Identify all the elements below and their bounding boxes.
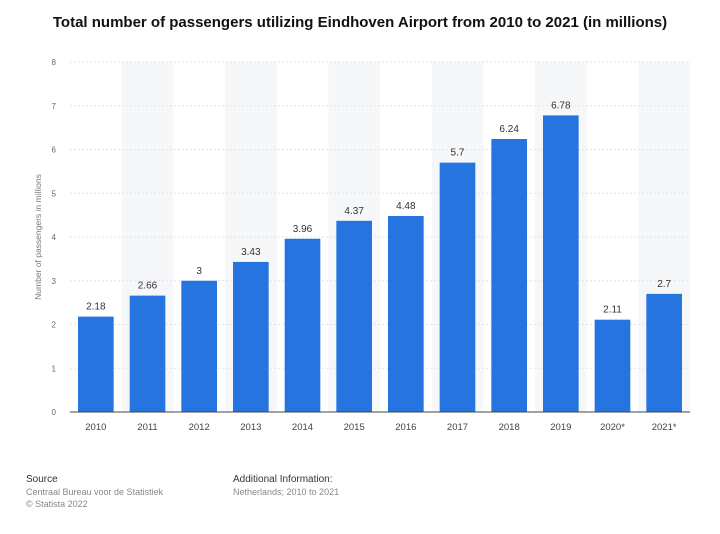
- x-tick-label: 2012: [189, 422, 210, 433]
- x-tick-label: 2018: [499, 422, 520, 433]
- copyright-line: © Statista 2022: [26, 499, 88, 509]
- x-tick-label: 2019: [550, 422, 571, 433]
- x-tick-label: 2021*: [652, 422, 677, 433]
- gridlines: [70, 61, 690, 369]
- value-label: 2.11: [603, 305, 622, 316]
- source-heading: Source: [26, 474, 58, 485]
- y-tick-label: 4: [52, 233, 57, 242]
- y-tick-label: 1: [52, 364, 57, 373]
- value-label: 3.43: [241, 247, 261, 258]
- value-label: 5.7: [451, 148, 465, 159]
- y-axis-ticks: 0 1 2 3 4 5 6 7 8: [52, 58, 57, 417]
- bar-2015[interactable]: [336, 220, 372, 412]
- x-tick-label: 2010: [85, 422, 106, 433]
- y-tick-label: 2: [52, 321, 57, 330]
- value-label: 2.7: [657, 279, 671, 290]
- x-tick-label: 2017: [447, 422, 468, 433]
- additional-info-line: Netherlands; 2010 to 2021: [233, 487, 340, 497]
- y-axis-label: Number of passengers in millions: [33, 174, 43, 300]
- value-label: 2.66: [138, 281, 158, 292]
- source-block: Source Centraal Bureau voor de Statistie…: [26, 474, 163, 510]
- value-label: 4.37: [344, 206, 364, 217]
- x-axis-ticks: 2010 2011 2012 2013 2014 2015 2016 2017 2018 2019…: [85, 422, 677, 433]
- value-label: 6.78: [551, 100, 571, 111]
- x-tick-label: 2014: [292, 422, 313, 433]
- value-label: 4.48: [396, 201, 416, 212]
- bar-2011[interactable]: [129, 295, 166, 412]
- source-line[interactable]: Centraal Bureau voor de Statistiek: [26, 487, 164, 497]
- bar-2013[interactable]: [233, 261, 269, 412]
- y-tick-label: 6: [52, 146, 57, 155]
- value-label: 3.96: [293, 224, 313, 235]
- additional-info-block: Additional Information: Netherlands; 201…: [233, 474, 339, 498]
- y-tick-label: 0: [52, 408, 57, 417]
- x-tick-label: 2013: [240, 422, 261, 433]
- x-tick-label: 2020*: [600, 422, 625, 433]
- value-label: 6.24: [499, 124, 519, 135]
- value-label: 2.18: [86, 302, 106, 313]
- x-tick-label: 2015: [344, 422, 365, 433]
- bar-2014[interactable]: [284, 238, 321, 412]
- bar-2016[interactable]: [388, 216, 424, 412]
- x-tick-label: 2011: [137, 422, 157, 433]
- y-tick-label: 7: [52, 102, 57, 111]
- bar-2019[interactable]: [543, 115, 579, 412]
- y-tick-label: 3: [52, 277, 57, 286]
- bar-2018[interactable]: [491, 139, 527, 412]
- value-labels: 2.18 2.66 3 3.43 3.96 4.37 4.48 5.7 6.24 6.78 2.11…: [86, 100, 671, 315]
- y-tick-label: 5: [52, 189, 57, 198]
- bar-2017[interactable]: [439, 162, 476, 412]
- bar-2021[interactable]: [646, 293, 682, 412]
- y-tick-label: 8: [52, 58, 57, 67]
- x-tick-label: 2016: [395, 422, 416, 433]
- additional-info-heading: Additional Information:: [233, 474, 333, 485]
- chart-title: Total number of passengers utilizing Ein…: [52, 14, 668, 31]
- bar-2020[interactable]: [594, 319, 631, 412]
- bars: [78, 115, 682, 412]
- bar-2010[interactable]: [78, 316, 114, 412]
- bar-2012[interactable]: [181, 280, 217, 412]
- value-label: 3: [196, 266, 202, 277]
